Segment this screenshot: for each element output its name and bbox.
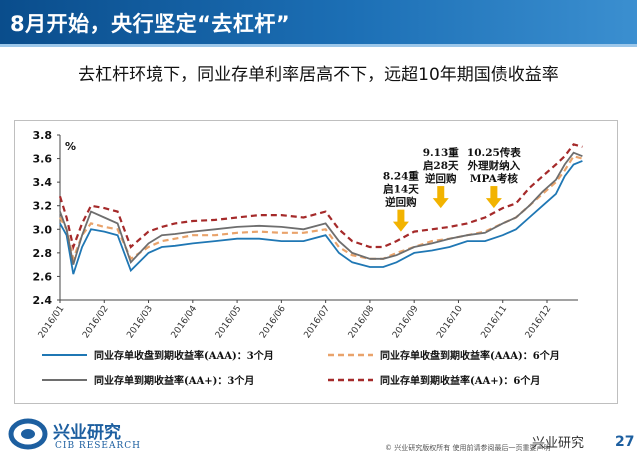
series-line-2: [59, 151, 583, 265]
annotation-text-2: MPA考核: [470, 172, 518, 185]
y-tick-label: 2.4: [33, 294, 53, 307]
annotation-text-0: 逆回购: [385, 196, 417, 209]
y-tick-label: 2.6: [33, 270, 53, 283]
legend-label-1: 同业存单收盘到期收益率(AAA)：6个月: [380, 349, 560, 362]
legend-label-0: 同业存单收盘到期收益率(AAA)：3个月: [94, 349, 274, 362]
annotation-arrow-head: [392, 221, 409, 232]
series-line-3: [58, 143, 583, 251]
annotation-text-1: 启28天: [423, 159, 459, 172]
annotation-arrow-shaft: [490, 186, 498, 200]
copyright-notice: © 兴业研究版权所有 使用前请参阅最后一页重要声明: [385, 444, 551, 452]
x-tick-label: 2016/12: [524, 304, 554, 340]
x-tick-label: 2016/05: [214, 304, 244, 340]
legend-label-3: 同业存单到期收益率(AA+)：6个月: [380, 374, 540, 387]
x-tick-label: 2016/09: [391, 304, 421, 341]
annotation-arrow-head: [432, 198, 449, 209]
annotation-text-2: 10.25传表: [467, 146, 521, 159]
annotation-text-1: 逆回购: [425, 172, 457, 185]
y-tick-label: 3.4: [33, 176, 53, 189]
page-number: 27: [615, 434, 635, 450]
cib-logo: [8, 418, 48, 450]
annotation-arrow-head: [485, 198, 502, 209]
x-tick-label: 2016/11: [480, 304, 510, 340]
y-tick-label: 3.2: [33, 200, 53, 213]
x-tick-label: 2016/07: [302, 304, 332, 340]
y-tick-label: 3.6: [33, 153, 53, 166]
y-tick-label: 3.8: [33, 129, 53, 142]
x-tick-label: 2016/02: [81, 304, 111, 340]
y-tick-label: 3.0: [33, 223, 53, 236]
x-tick-label: 2016/06: [258, 304, 288, 341]
logo-en: CIB RESEARCH: [55, 441, 142, 451]
logo-cn: 兴业研究: [53, 423, 121, 443]
title-underline: [0, 44, 637, 47]
logo-mark-icon: [8, 418, 48, 450]
annotation-text-0: 启14天: [383, 183, 419, 196]
y-tick-label: 2.8: [33, 247, 53, 260]
x-tick-label: 2016/01: [37, 304, 67, 340]
chart-frame: [14, 120, 618, 404]
annotation-text-1: 9.13重: [423, 146, 460, 159]
annotation-text-0: 8.24重: [383, 170, 420, 183]
y-axis-label: %: [65, 140, 76, 153]
title-bar: 8月开始，央行坚定“去杠杆”: [0, 0, 637, 44]
annotation-text-2: 外理财纳入: [467, 159, 521, 172]
x-tick-label: 2016/10: [435, 304, 465, 341]
slide-subtitle: 去杠杆环境下，同业存单利率居高不下，远超10年期国债收益率: [78, 65, 559, 85]
annotation-arrow-shaft: [437, 186, 445, 200]
x-tick-label: 2016/03: [125, 304, 155, 340]
page-title: 8月开始，央行坚定“去杠杆”: [10, 12, 291, 36]
series-line-0: [59, 160, 583, 275]
legend-label-2: 同业存单到期收益率(AA+)：3个月: [94, 374, 254, 387]
annotation-arrow-shaft: [397, 209, 405, 223]
x-tick-label: 2016/04: [170, 304, 200, 341]
x-tick-label: 2016/08: [347, 304, 377, 341]
wechat-watermark: 兴业研究: [532, 436, 585, 451]
